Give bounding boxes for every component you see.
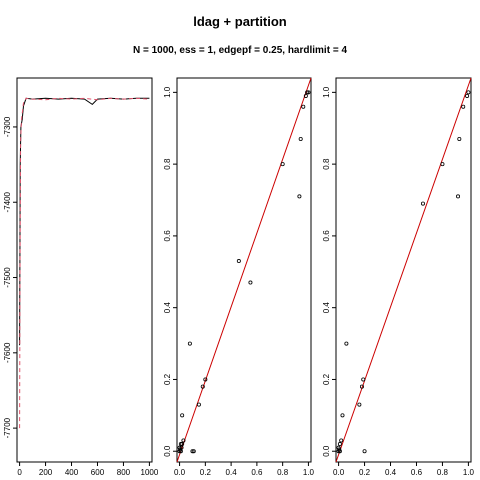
scatter-point [305,90,310,95]
y-tick-label: -7400 [3,191,12,212]
x-tick-label: 600 [91,468,105,477]
plot-frame [176,77,312,463]
x-tick-label: 0.8 [437,468,449,477]
y-tick-label: 0.6 [163,230,172,242]
x-tick-label: 0 [17,468,22,477]
x-tick-label: 0.0 [333,468,345,477]
y-tick-label: 0.6 [322,230,331,242]
trace-line-2 [19,97,150,429]
y-tick-label: 0.2 [322,373,331,385]
y-tick-label: -7300 [3,116,12,137]
x-tick-label: 0.8 [277,468,289,477]
scatter-point [336,445,341,450]
scatter-point [196,402,201,407]
x-tick-label: 0.6 [251,468,263,477]
x-tick-label: 0.0 [174,468,186,477]
y-tick-label: 0.8 [322,158,331,170]
scatter-point [179,445,184,450]
scatter-point [236,259,241,264]
scatter-point [180,442,185,447]
comparison-panel-2: 0.0 0.2 0.4 0.6 0.8 1.0 0.0 0.2 0.4 0.6 0.8 1.0 [322,77,475,477]
scatter-point [190,449,195,454]
x-tick-label: 800 [117,468,131,477]
plot-frame [16,77,153,463]
trace-panel: 0 200 400 600 800 1000 -7700 -7600 -7500 -7400 -73… [3,77,159,477]
plot-frame [335,77,472,463]
scatter-point [301,104,306,109]
x-tick-label: 400 [65,468,79,477]
scatter-point [359,384,364,389]
x-tick-label: 0.4 [226,468,238,477]
scatter-point [203,377,208,382]
scatter-point [456,194,461,199]
scatter-point [297,194,302,199]
scatter-point [420,201,425,206]
scatter-point [177,445,182,450]
scatter-point [200,384,205,389]
scatter-point [248,280,253,285]
scatter-point [187,341,192,346]
y-tick-label: 0.8 [163,158,172,170]
scatter-point [337,442,342,447]
scatter-point [180,413,185,418]
y-tick-label: -7500 [3,267,12,288]
scatter-point [337,449,342,454]
scatter-point [465,93,470,98]
chart-title: ldag + partition [193,14,287,29]
scatter-point [339,438,344,443]
trace-line-1 [19,97,150,346]
scatter-point [191,449,196,454]
scatter-point [461,104,466,109]
scatter-point [340,413,345,418]
scatter-point [178,442,183,447]
x-tick-label: 0.2 [200,468,212,477]
chart-subtitle: N = 1000, ess = 1, edgepf = 0.25, hardli… [133,45,347,56]
scatter-point [181,438,186,443]
scatter-point [357,402,362,407]
scatter-point [178,449,183,454]
scatter-point [361,377,366,382]
scatter-point [337,447,342,452]
x-tick-label: 200 [39,468,53,477]
scatter-point [298,137,303,142]
reference-line [335,77,472,463]
scatter-point [440,162,445,167]
scatter-point [303,93,308,98]
y-tick-label: 0.4 [163,302,172,314]
y-tick-label: 0.4 [322,302,331,314]
scatter-point [466,90,471,95]
scatter-point [306,90,311,95]
y-tick-label: -7600 [3,342,12,363]
comparison-panel-1: 0.0 0.2 0.4 0.6 0.8 1.0 0.0 0.2 0.4 0.6 0.8 1.0 [163,77,315,477]
scatter-point [362,449,367,454]
y-tick-label: 0.0 [163,445,172,457]
y-tick-label: 0.2 [163,373,172,385]
y-tick-label: 0.0 [322,445,331,457]
x-tick-label: 0.4 [385,468,397,477]
y-tick-label: 1.0 [322,86,331,98]
scatter-point [344,341,349,346]
reference-line [176,77,312,463]
y-tick-label: 1.0 [163,86,172,98]
x-tick-label: 0.6 [411,468,423,477]
x-tick-label: 0.2 [359,468,371,477]
scatter-point [457,137,462,142]
x-tick-label: 1.0 [303,468,315,477]
y-tick-label: -7700 [3,417,12,438]
scatter-point [280,162,285,167]
x-tick-label: 1000 [141,468,159,477]
x-tick-label: 1.0 [463,468,475,477]
